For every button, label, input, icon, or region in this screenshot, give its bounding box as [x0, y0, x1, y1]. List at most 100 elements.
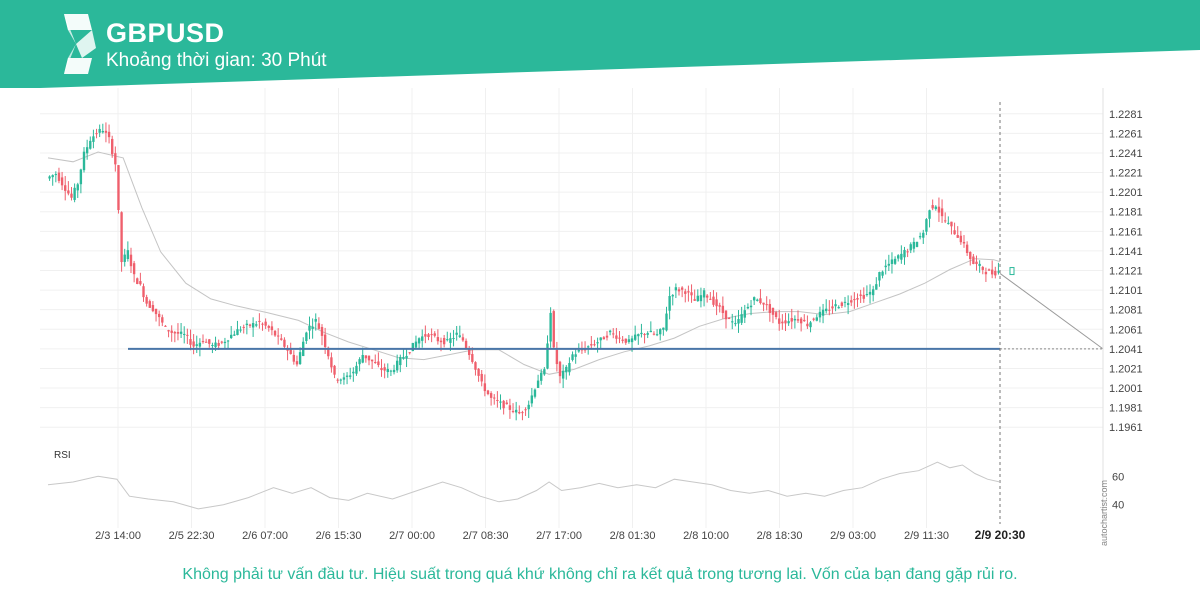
candle-body	[518, 412, 521, 414]
header-banner	[0, 0, 1200, 88]
candle-body	[577, 350, 580, 352]
candle-body	[496, 399, 499, 401]
candle-body	[499, 401, 502, 403]
candle-body	[768, 304, 772, 313]
candle-body	[987, 269, 991, 271]
candle-body	[590, 344, 593, 346]
candle-body	[828, 309, 831, 311]
candle-body	[239, 329, 242, 331]
candle-body	[843, 301, 847, 303]
candle-body	[825, 308, 828, 312]
candle-body	[505, 402, 508, 405]
candle-body	[208, 339, 211, 344]
candle-body	[70, 193, 73, 198]
candle-body	[461, 337, 465, 341]
candle-body	[139, 281, 142, 285]
candle-body	[599, 337, 602, 341]
candle-body	[799, 318, 803, 324]
candle-body	[743, 310, 746, 318]
candle-body	[668, 296, 671, 311]
candle-body	[652, 333, 656, 335]
price-axis-tick-label: 1.2281	[1109, 109, 1143, 121]
candle-body	[377, 361, 380, 366]
candle-body	[364, 355, 368, 359]
candle-body	[458, 335, 461, 337]
candle-body	[148, 301, 151, 308]
time-axis: 2/3 14:00 2/5 22:30 2/6 07:00 2/6 15:30 2/7 …	[95, 528, 1026, 542]
candle-body	[157, 313, 161, 318]
candle-body	[345, 375, 349, 377]
candle-body	[417, 338, 421, 344]
candle-body	[552, 311, 555, 348]
candle-body	[189, 339, 192, 345]
candle-body	[323, 334, 327, 348]
candle-body	[912, 241, 916, 249]
candle-body	[787, 321, 790, 324]
candle-body	[89, 140, 92, 149]
candle-body	[731, 321, 734, 323]
candle-body	[740, 314, 743, 323]
candle-body	[746, 306, 750, 309]
candle-body	[349, 375, 352, 377]
candle-body	[170, 330, 173, 333]
candle-body	[223, 341, 227, 344]
candle-body	[79, 169, 83, 185]
candle-body	[405, 355, 408, 359]
candle-body	[875, 284, 878, 290]
candle-body	[380, 367, 383, 371]
candle-body	[374, 362, 377, 364]
candle-body	[972, 256, 975, 265]
candle-body	[236, 329, 239, 336]
candle-body	[439, 340, 443, 343]
candle-body	[73, 187, 76, 200]
price-axis-tick-label: 1.2081	[1109, 305, 1143, 317]
candle-body	[273, 330, 277, 336]
time-axis-tick-label: 2/7 00:00	[389, 530, 435, 542]
time-axis-tick-label: 2/9 11:30	[904, 530, 949, 542]
candle-body	[893, 258, 897, 264]
candle-body	[618, 337, 621, 339]
price-axis-tick-label: 1.2241	[1109, 148, 1143, 160]
candle-body	[132, 263, 136, 275]
candle-body	[853, 299, 856, 301]
candle-body	[361, 355, 364, 363]
candle-body	[925, 219, 928, 232]
candle-body	[186, 334, 189, 336]
candle-body	[211, 344, 214, 346]
rsi-label: RSI	[54, 450, 71, 461]
candle-body	[255, 324, 258, 326]
price-axis-tick-label: 1.2061	[1109, 324, 1143, 336]
candle-body	[486, 390, 490, 395]
candle-body	[195, 344, 198, 346]
candle-body	[327, 347, 330, 357]
candle-body	[915, 241, 919, 247]
candle-body	[446, 339, 449, 341]
time-axis-tick-label: 2/8 10:00	[683, 530, 729, 542]
candle-body	[637, 334, 640, 337]
candle-body	[536, 380, 540, 388]
candle-body	[571, 354, 574, 360]
candle-body	[104, 130, 108, 133]
candle-body	[230, 334, 233, 339]
candle-body	[965, 244, 969, 254]
candle-body	[881, 271, 884, 276]
candle-body	[956, 235, 959, 238]
candle-body	[508, 405, 512, 410]
candle-body	[214, 342, 217, 348]
candle-body	[909, 244, 912, 251]
candle-body	[217, 342, 220, 346]
candle-body	[493, 397, 496, 399]
candle-body	[749, 305, 753, 308]
candle-body	[774, 312, 778, 317]
candle-body	[868, 291, 872, 295]
candle-body	[696, 295, 699, 302]
candle-body	[292, 354, 296, 362]
candle-body	[57, 172, 61, 181]
candle-body	[831, 306, 834, 309]
candle-body	[452, 337, 455, 340]
candle-body	[311, 326, 314, 329]
candle-body	[233, 334, 236, 336]
candle-body	[771, 307, 775, 315]
candle-body	[568, 362, 571, 373]
